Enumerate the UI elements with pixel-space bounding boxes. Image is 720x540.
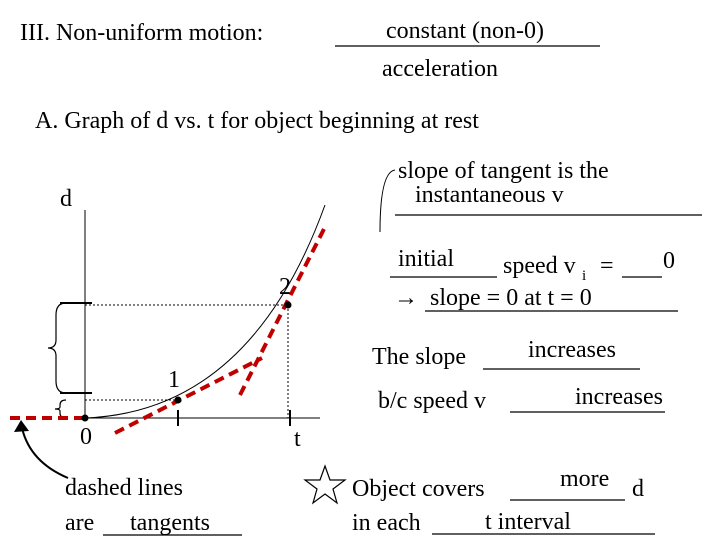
note: speed v [503,253,576,279]
tangent-line [114,356,263,435]
note: dashed lines [65,475,183,501]
answer: more [560,466,609,492]
note: in each [352,510,421,536]
point-label: 2 [279,274,291,300]
point [174,396,182,404]
arrowhead [14,420,29,432]
curve [84,204,326,419]
answer: constant (non-0) [386,18,544,44]
tangent-line [238,224,328,396]
answer: 0 [663,248,675,274]
note: = [600,253,614,279]
brace [54,399,67,419]
section-title: A. Graph of d vs. t for object beginning… [35,108,479,134]
answer: slope = 0 at t = 0 [430,285,592,311]
answer: acceleration [382,56,498,82]
note: The slope [372,344,466,370]
answer: tangents [130,510,210,536]
brace [47,302,67,394]
point [284,301,292,309]
note: instantaneous v [415,182,564,208]
axis-label: d [60,186,72,212]
note: b/c speed v [378,388,486,414]
note: Object covers [352,476,485,502]
note: slope of tangent is the [398,158,609,184]
axis-label: t [294,426,301,452]
arrow [21,427,69,479]
bracket [379,169,396,233]
answer: increases [528,337,616,363]
answer: t interval [485,509,571,535]
answer: initial [398,246,454,272]
subscript: i [582,268,586,284]
arrow: → [394,285,418,311]
header-prefix: III. Non-uniform motion: [20,20,263,46]
note: d [632,476,644,502]
point-label: 0 [80,424,92,450]
answer: increases [575,384,663,410]
star [303,464,347,505]
point [81,414,89,422]
point-label: 1 [168,367,180,393]
note: are [65,510,94,536]
